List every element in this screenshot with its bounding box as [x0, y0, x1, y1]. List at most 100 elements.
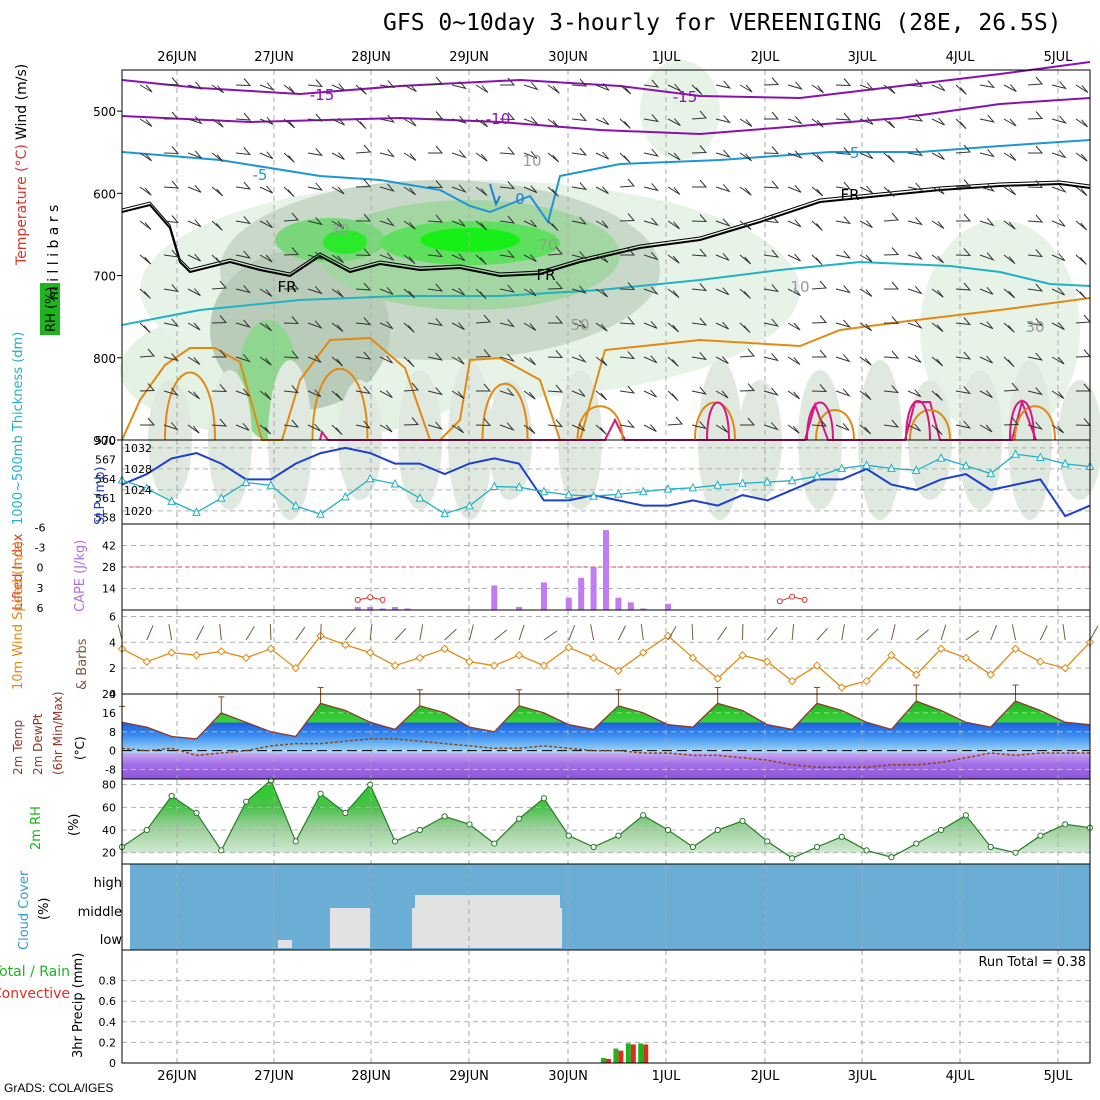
upper-wind-barb	[451, 149, 467, 159]
thickness-point	[738, 478, 747, 487]
thickness-point	[514, 482, 524, 491]
cape-bar	[367, 606, 374, 610]
upper-wind-barb	[379, 286, 394, 295]
surface-wind-barb	[543, 630, 558, 641]
upper-wind-barb	[955, 84, 967, 95]
upper-wind-barb	[643, 320, 658, 329]
upper-wind-barb	[811, 254, 823, 266]
upper-wind-barb	[667, 186, 681, 195]
upper-wind-barb	[691, 283, 708, 292]
upper-wind-barb	[235, 147, 252, 156]
upper-wind-barb	[163, 421, 179, 431]
chart-title: GFS 0~10day 3-hourly for VEREENIGING (28…	[383, 10, 1062, 36]
convective-bar	[630, 1044, 636, 1063]
upper-wind-barb	[283, 186, 295, 198]
upper-wind-barb	[139, 220, 152, 230]
upper-wind-barb	[547, 419, 564, 428]
upper-wind-barb	[835, 388, 851, 397]
upper-wind-barb	[979, 321, 994, 330]
upper-wind-barb	[211, 418, 228, 427]
li-point	[367, 594, 374, 601]
upper-wind-barb	[355, 386, 372, 395]
upper-wind-barb	[523, 81, 539, 91]
rh-tick-label: 20	[102, 847, 116, 860]
upper-wind-barb	[1051, 253, 1066, 262]
upper-wind-barb	[1003, 417, 1020, 426]
upper-wind-barb	[643, 355, 658, 364]
cloud-level-label: low	[100, 933, 123, 948]
rh-point	[441, 813, 448, 820]
temp-tick-label: 8	[109, 726, 116, 739]
upper-wind-barb	[307, 251, 323, 260]
upper-wind-barb	[956, 213, 972, 222]
upper-wind-barb	[163, 77, 180, 86]
upper-wind-barb	[979, 252, 995, 261]
date-label-top: 28JUN	[351, 50, 391, 65]
surface-wind-barb	[890, 624, 896, 641]
upper-wind-barb	[451, 184, 467, 193]
upper-wind-barb	[571, 423, 586, 432]
upper-wind-barb	[1027, 111, 1044, 120]
upper-wind-barb	[764, 111, 780, 120]
surface-wind-barb	[590, 624, 595, 641]
upper-wind-barb	[883, 385, 900, 394]
upper-wind-barb	[619, 351, 636, 360]
thickness-point	[465, 500, 474, 510]
upper-wind-barb	[283, 84, 296, 94]
upper-wind-barb	[931, 424, 943, 436]
upper-wind-barb	[979, 390, 993, 399]
upper-wind-barb	[523, 116, 539, 125]
upper-wind-barb	[139, 383, 156, 392]
rh-point	[714, 826, 721, 834]
upper-wind-barb	[907, 251, 923, 260]
upper-wind-barb	[715, 80, 732, 89]
wind-speed-point	[639, 648, 648, 657]
panel-frame-pr	[121, 949, 1091, 1064]
upper-wind-barb	[907, 423, 921, 432]
cape-bar	[627, 602, 634, 610]
thickness-point	[216, 493, 226, 502]
upper-wind-barb	[211, 118, 224, 128]
upper-wind-barb	[643, 286, 659, 295]
upper-wind-barb	[715, 287, 730, 296]
upper-wind-barb	[163, 249, 180, 258]
date-label-bottom: 3JUL	[848, 1069, 878, 1084]
rh-point	[540, 795, 548, 802]
upper-wind-barb	[883, 247, 900, 256]
rh-point	[466, 821, 473, 828]
isotherm-5	[121, 260, 1091, 326]
upper-wind-barb	[283, 118, 296, 129]
upper-wind-barb	[1027, 318, 1044, 327]
surface-wind-barb	[617, 625, 626, 641]
upper-wind-barb	[692, 179, 708, 188]
upper-wind-barb	[691, 248, 708, 257]
surface-wind-barb	[841, 624, 845, 641]
upper-wind-barb	[691, 317, 708, 326]
upper-wind-barb	[523, 288, 537, 297]
rain-bar	[638, 1043, 644, 1063]
wind-speed-point	[440, 644, 449, 653]
upper-wind-barb	[547, 84, 560, 94]
thickness-point	[539, 486, 549, 496]
upper-wind-barb	[619, 84, 632, 95]
upper-wind-barb	[812, 349, 828, 358]
upper-wind-barb	[403, 382, 420, 392]
upper-wind-barb	[547, 281, 564, 290]
rain-bar	[601, 1057, 606, 1063]
wind-tick-label: 2	[109, 662, 116, 675]
thickness-point	[688, 482, 698, 492]
upper-wind-barb	[1003, 118, 1017, 127]
thickness-tick-label: 561	[95, 492, 116, 505]
precip-legend-convective: Convective	[0, 986, 70, 1002]
upper-wind-barb	[739, 383, 756, 392]
upper-wind-barb	[1003, 186, 1016, 196]
upper-wind-barb	[259, 220, 273, 229]
upper-wind-barb	[259, 288, 273, 297]
wind-speed-point	[812, 661, 822, 670]
upper-wind-barb	[139, 348, 156, 358]
upper-wind-barb	[235, 285, 252, 294]
contour-label: FR	[840, 186, 859, 204]
upper-wind-barb	[643, 79, 660, 88]
upper-wind-barb	[523, 219, 537, 228]
wind-speed-point	[688, 653, 698, 663]
